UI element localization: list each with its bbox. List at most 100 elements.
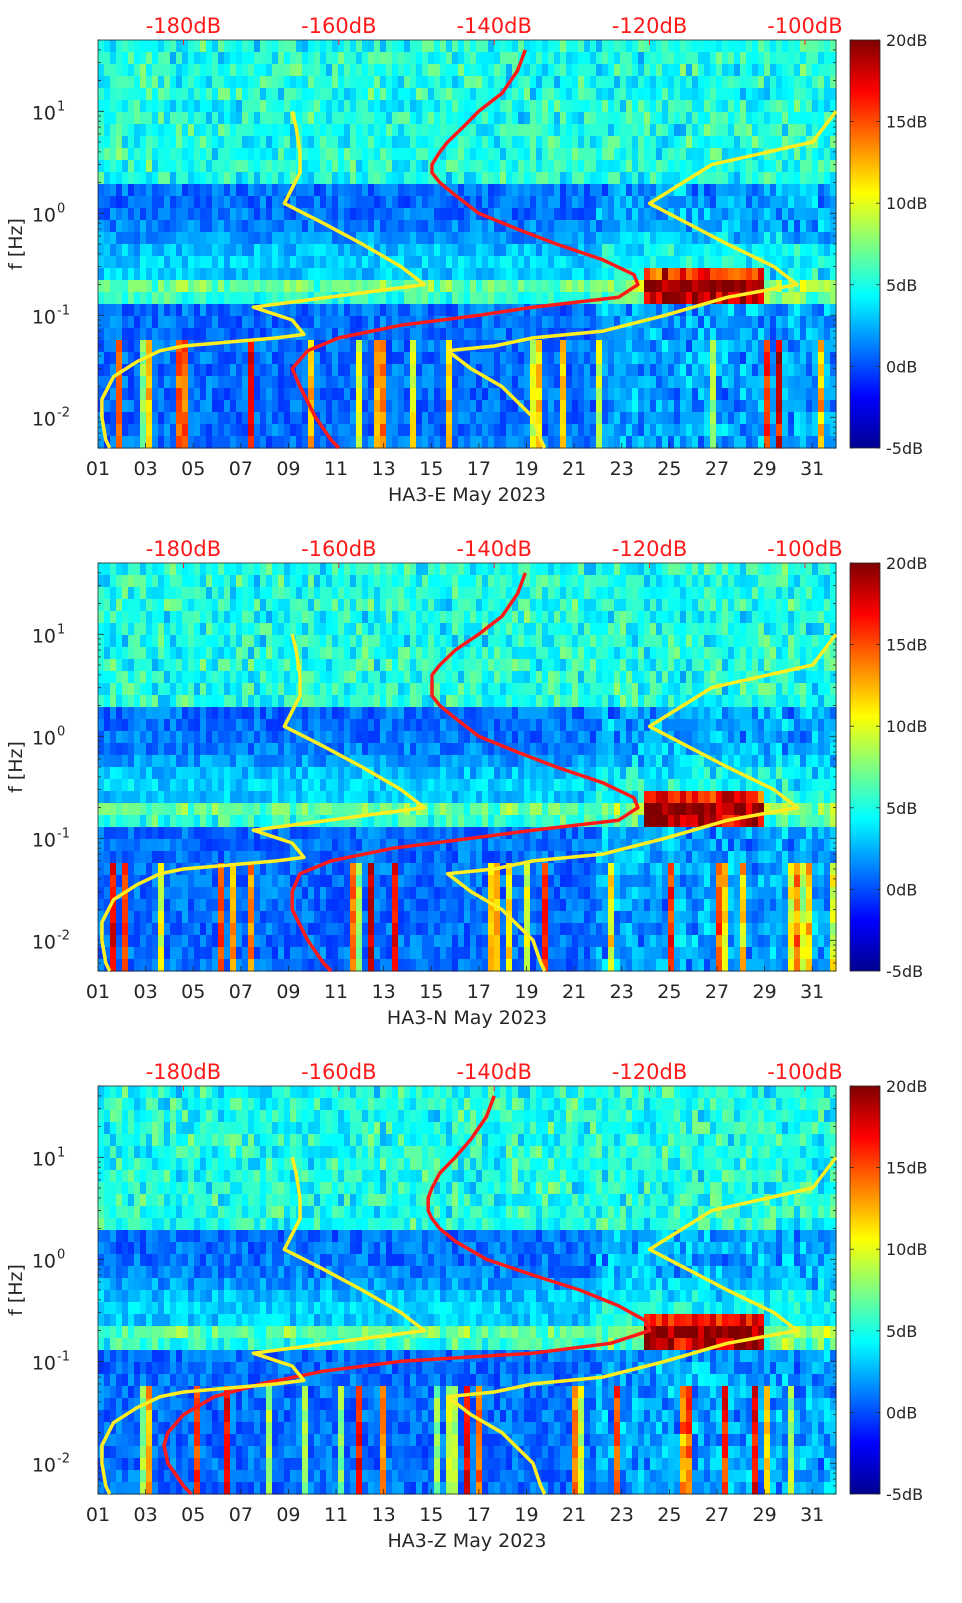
- colorbar-label: -5dB: [886, 962, 923, 981]
- x-tick-label: 05: [181, 1504, 205, 1526]
- top-axis-label: -100dB: [767, 14, 842, 38]
- x-tick-label: 29: [752, 458, 776, 480]
- y-tick-label: 10: [32, 1352, 56, 1374]
- y-tick-exponent: -2: [57, 405, 70, 420]
- x-tick-label: 11: [324, 1504, 348, 1526]
- x-tick-label: 03: [134, 981, 158, 1003]
- top-axis-label: -180dB: [146, 537, 221, 561]
- colorbar-label: 0dB: [886, 357, 917, 376]
- y-tick-exponent: -2: [57, 1451, 70, 1466]
- top-axis-label: -140dB: [456, 1060, 531, 1084]
- colorbar-label: 15dB: [886, 1159, 928, 1178]
- x-tick-label: 23: [610, 981, 634, 1003]
- x-tick-label: 09: [276, 1504, 300, 1526]
- x-tick-label: 25: [657, 1504, 681, 1526]
- y-tick-exponent: -1: [57, 1349, 70, 1364]
- y-tick-label: 10: [32, 306, 56, 328]
- x-tick-label: 15: [419, 981, 443, 1003]
- colorbar-label: 5dB: [886, 799, 917, 818]
- y-tick-label: 10: [32, 1250, 56, 1272]
- y-tick-exponent: 0: [57, 1247, 65, 1262]
- y-axis-label: f [Hz]: [5, 1264, 27, 1316]
- x-tick-label: 27: [705, 458, 729, 480]
- y-tick-label: 10: [32, 102, 56, 124]
- y-axis-label: f [Hz]: [5, 741, 27, 793]
- x-tick-label: 29: [752, 1504, 776, 1526]
- x-tick-label: 31: [800, 1504, 824, 1526]
- x-tick-label: 25: [657, 458, 681, 480]
- y-tick-exponent: -1: [57, 826, 70, 841]
- x-tick-label: 13: [372, 1504, 396, 1526]
- top-axis-label: -140dB: [456, 14, 531, 38]
- x-tick-label: 31: [800, 981, 824, 1003]
- x-tick-label: 23: [610, 1504, 634, 1526]
- colorbar: [850, 1086, 880, 1494]
- x-tick-label: 19: [514, 458, 538, 480]
- top-axis-label: -160dB: [301, 537, 376, 561]
- colorbar-label: 5dB: [886, 1322, 917, 1341]
- x-tick-label: 07: [229, 458, 253, 480]
- x-tick-label: 31: [800, 458, 824, 480]
- colorbar-label: 10dB: [886, 1240, 928, 1259]
- top-axis-label: -180dB: [146, 1060, 221, 1084]
- x-tick-label: 17: [467, 458, 491, 480]
- y-tick-exponent: -2: [57, 928, 70, 943]
- y-tick-label: 10: [32, 931, 56, 953]
- x-tick-label: 11: [324, 981, 348, 1003]
- x-tick-label: 23: [610, 458, 634, 480]
- y-tick-label: 10: [32, 408, 56, 430]
- x-tick-label: 07: [229, 981, 253, 1003]
- y-tick-exponent: 1: [57, 622, 65, 637]
- y-tick-exponent: 0: [57, 724, 65, 739]
- x-tick-label: 01: [86, 458, 110, 480]
- x-tick-label: 13: [372, 981, 396, 1003]
- x-tick-label: 19: [514, 981, 538, 1003]
- x-tick-label: 21: [562, 981, 586, 1003]
- x-tick-label: 21: [562, 1504, 586, 1526]
- x-tick-label: 19: [514, 1504, 538, 1526]
- x-tick-label: 05: [181, 981, 205, 1003]
- y-tick-exponent: 1: [57, 1145, 65, 1160]
- x-tick-label: 07: [229, 1504, 253, 1526]
- top-axis-label: -180dB: [146, 14, 221, 38]
- x-axis-label: HA3-Z May 2023: [388, 1530, 547, 1552]
- x-tick-label: 11: [324, 458, 348, 480]
- y-tick-exponent: 0: [57, 201, 65, 216]
- x-tick-label: 15: [419, 458, 443, 480]
- y-tick-label: 10: [32, 1454, 56, 1476]
- colorbar-label: 20dB: [886, 31, 928, 50]
- top-axis-label: -160dB: [301, 1060, 376, 1084]
- x-axis-label: HA3-E May 2023: [388, 484, 546, 506]
- colorbar-label: 20dB: [886, 554, 928, 573]
- y-tick-label: 10: [32, 204, 56, 226]
- x-tick-label: 01: [86, 981, 110, 1003]
- colorbar-label: 20dB: [886, 1077, 928, 1096]
- x-tick-label: 17: [467, 981, 491, 1003]
- colorbar-label: 10dB: [886, 717, 928, 736]
- x-tick-label: 03: [134, 458, 158, 480]
- x-tick-label: 09: [276, 458, 300, 480]
- x-tick-label: 09: [276, 981, 300, 1003]
- x-tick-label: 27: [705, 1504, 729, 1526]
- colorbar-label: 5dB: [886, 276, 917, 295]
- top-axis-label: -120dB: [612, 14, 687, 38]
- colorbar-label: 10dB: [886, 194, 928, 213]
- x-tick-label: 01: [86, 1504, 110, 1526]
- y-tick-label: 10: [32, 727, 56, 749]
- colorbar-label: -5dB: [886, 439, 923, 458]
- x-tick-label: 03: [134, 1504, 158, 1526]
- x-tick-label: 17: [467, 1504, 491, 1526]
- x-tick-label: 21: [562, 458, 586, 480]
- x-tick-label: 29: [752, 981, 776, 1003]
- colorbar-label: 0dB: [886, 1403, 917, 1422]
- x-axis-label: HA3-N May 2023: [387, 1007, 547, 1029]
- colorbar-label: 15dB: [886, 636, 928, 655]
- y-tick-label: 10: [32, 1148, 56, 1170]
- x-tick-label: 27: [705, 981, 729, 1003]
- y-axis-label: f [Hz]: [5, 218, 27, 270]
